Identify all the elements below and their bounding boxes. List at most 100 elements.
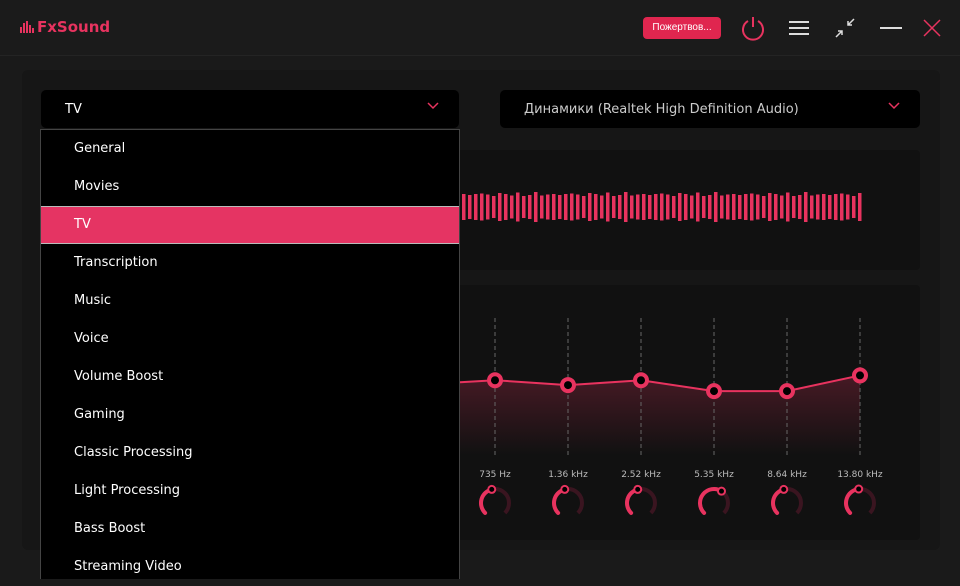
- eq-band-label: 2.52 kHz: [621, 470, 661, 480]
- visualizer-bar: [510, 195, 514, 219]
- eq-band-label: 1.36 kHz: [548, 470, 588, 480]
- preset-dropdown-list: General Movies TV Transcription Music Voice Vo…: [40, 129, 460, 579]
- eq-band-handle[interactable]: [852, 367, 868, 384]
- visualizer: [462, 192, 862, 222]
- visualizer-bar: [588, 193, 592, 221]
- eq-knob-handle[interactable]: [779, 484, 789, 494]
- eq-band-label: 8.64 kHz: [767, 470, 807, 480]
- preset-option[interactable]: TV: [41, 206, 459, 244]
- visualizer-bar: [624, 192, 628, 222]
- eq-knob-handle[interactable]: [560, 484, 570, 494]
- visualizer-bar: [774, 194, 778, 220]
- visualizer-bar: [618, 195, 622, 219]
- visualizer-bar: [642, 194, 646, 220]
- visualizer-bar: [660, 193, 664, 221]
- visualizer-bar: [582, 196, 586, 218]
- visualizer-bar: [744, 194, 748, 220]
- eq-band-label: 5.35 kHz: [694, 470, 734, 480]
- visualizer-bar: [834, 194, 838, 220]
- eq-band-label: 735 Hz: [479, 470, 511, 480]
- visualizer-bar: [786, 192, 790, 222]
- donate-button[interactable]: Пожертвов...: [643, 17, 721, 39]
- visualizer-bar: [480, 193, 484, 221]
- visualizer-bar: [498, 193, 502, 221]
- visualizer-bar: [738, 195, 742, 219]
- visualizer-bar: [702, 196, 706, 218]
- eq-knob-handle[interactable]: [633, 484, 643, 494]
- visualizer-bar: [756, 194, 760, 220]
- visualizer-bar: [504, 194, 508, 220]
- visualizer-bar: [762, 196, 766, 218]
- visualizer-bar: [474, 194, 478, 220]
- logo-bars-icon: [20, 21, 34, 33]
- eq-band-handle[interactable]: [706, 383, 722, 400]
- preset-selected: TV: [65, 101, 82, 117]
- preset-option[interactable]: Voice: [74, 331, 109, 346]
- output-device-selected: Динамики (Realtek High Definition Audio): [524, 101, 799, 117]
- visualizer-bar: [654, 194, 658, 220]
- app-logo: FxSound: [20, 18, 110, 36]
- chevron-down-icon: [427, 102, 439, 110]
- collapse-icon[interactable]: [831, 14, 859, 42]
- visualizer-bar: [468, 195, 472, 219]
- preset-option[interactable]: General: [74, 141, 126, 156]
- visualizer-bar: [576, 194, 580, 220]
- visualizer-bar: [690, 195, 694, 219]
- visualizer-bar: [666, 194, 670, 220]
- eq-band-handle[interactable]: [779, 383, 795, 400]
- visualizer-bar: [570, 193, 574, 221]
- visualizer-bar: [546, 194, 550, 220]
- visualizer-bar: [858, 193, 862, 221]
- equalizer-graph: [459, 318, 876, 515]
- visualizer-bar: [522, 196, 526, 218]
- visualizer-bar: [780, 195, 784, 219]
- chevron-down-icon: [888, 102, 900, 110]
- visualizer-bar: [552, 194, 556, 220]
- visualizer-panel: [440, 150, 920, 270]
- visualizer-bar: [852, 196, 856, 218]
- output-device-dropdown[interactable]: Динамики (Realtek High Definition Audio): [500, 90, 920, 128]
- preset-option[interactable]: Gaming: [74, 407, 125, 422]
- eq-band-handle[interactable]: [560, 377, 576, 394]
- visualizer-bar: [816, 194, 820, 220]
- close-icon[interactable]: [918, 14, 946, 42]
- visualizer-bar: [486, 194, 490, 220]
- preset-option[interactable]: Movies: [74, 179, 120, 194]
- minimize-icon[interactable]: [877, 14, 905, 42]
- preset-option[interactable]: Light Processing: [74, 483, 180, 498]
- preset-option[interactable]: Streaming Video: [74, 559, 182, 574]
- eq-band-handle[interactable]: [633, 372, 649, 389]
- preset-option[interactable]: Transcription: [74, 255, 158, 270]
- preset-option[interactable]: Classic Processing: [74, 445, 193, 460]
- visualizer-bar: [708, 195, 712, 219]
- eq-knob-handle[interactable]: [854, 484, 864, 494]
- menu-icon[interactable]: [785, 14, 813, 42]
- visualizer-bar: [810, 195, 814, 219]
- preset-option[interactable]: Bass Boost: [74, 521, 146, 536]
- preset-dropdown[interactable]: TV: [41, 90, 459, 128]
- visualizer-bar: [606, 192, 610, 222]
- visualizer-bar: [792, 196, 796, 218]
- power-icon[interactable]: [739, 14, 767, 42]
- visualizer-bar: [516, 192, 520, 222]
- visualizer-bar: [594, 194, 598, 220]
- visualizer-bar: [612, 196, 616, 218]
- visualizer-bar: [648, 195, 652, 219]
- preset-option[interactable]: Music: [74, 293, 111, 308]
- eq-band-handle[interactable]: [487, 372, 503, 389]
- eq-knob-handle[interactable]: [717, 486, 727, 496]
- eq-knob-handle[interactable]: [487, 484, 497, 494]
- visualizer-bar: [678, 193, 682, 221]
- visualizer-bar: [684, 194, 688, 220]
- visualizer-bar: [696, 192, 700, 222]
- visualizer-bar: [672, 196, 676, 218]
- preset-option[interactable]: Volume Boost: [74, 369, 164, 384]
- visualizer-bar: [564, 194, 568, 220]
- visualizer-bar: [732, 194, 736, 220]
- eq-knob[interactable]: [698, 487, 724, 515]
- visualizer-bar: [804, 192, 808, 222]
- visualizer-bar: [636, 194, 640, 220]
- visualizer-bar: [840, 193, 844, 221]
- visualizer-bar: [750, 193, 754, 221]
- visualizer-bar: [600, 195, 604, 219]
